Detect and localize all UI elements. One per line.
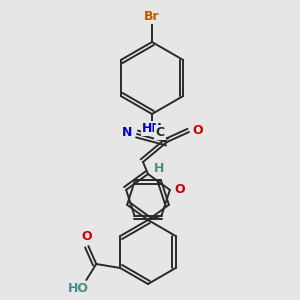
Text: HN: HN xyxy=(142,122,162,134)
Text: O: O xyxy=(193,124,203,137)
Text: HO: HO xyxy=(68,281,89,295)
Text: H: H xyxy=(154,161,164,175)
Text: Br: Br xyxy=(144,10,160,22)
Text: C: C xyxy=(155,125,165,139)
Text: O: O xyxy=(81,230,92,242)
Text: O: O xyxy=(175,183,185,196)
Text: N: N xyxy=(122,127,132,140)
